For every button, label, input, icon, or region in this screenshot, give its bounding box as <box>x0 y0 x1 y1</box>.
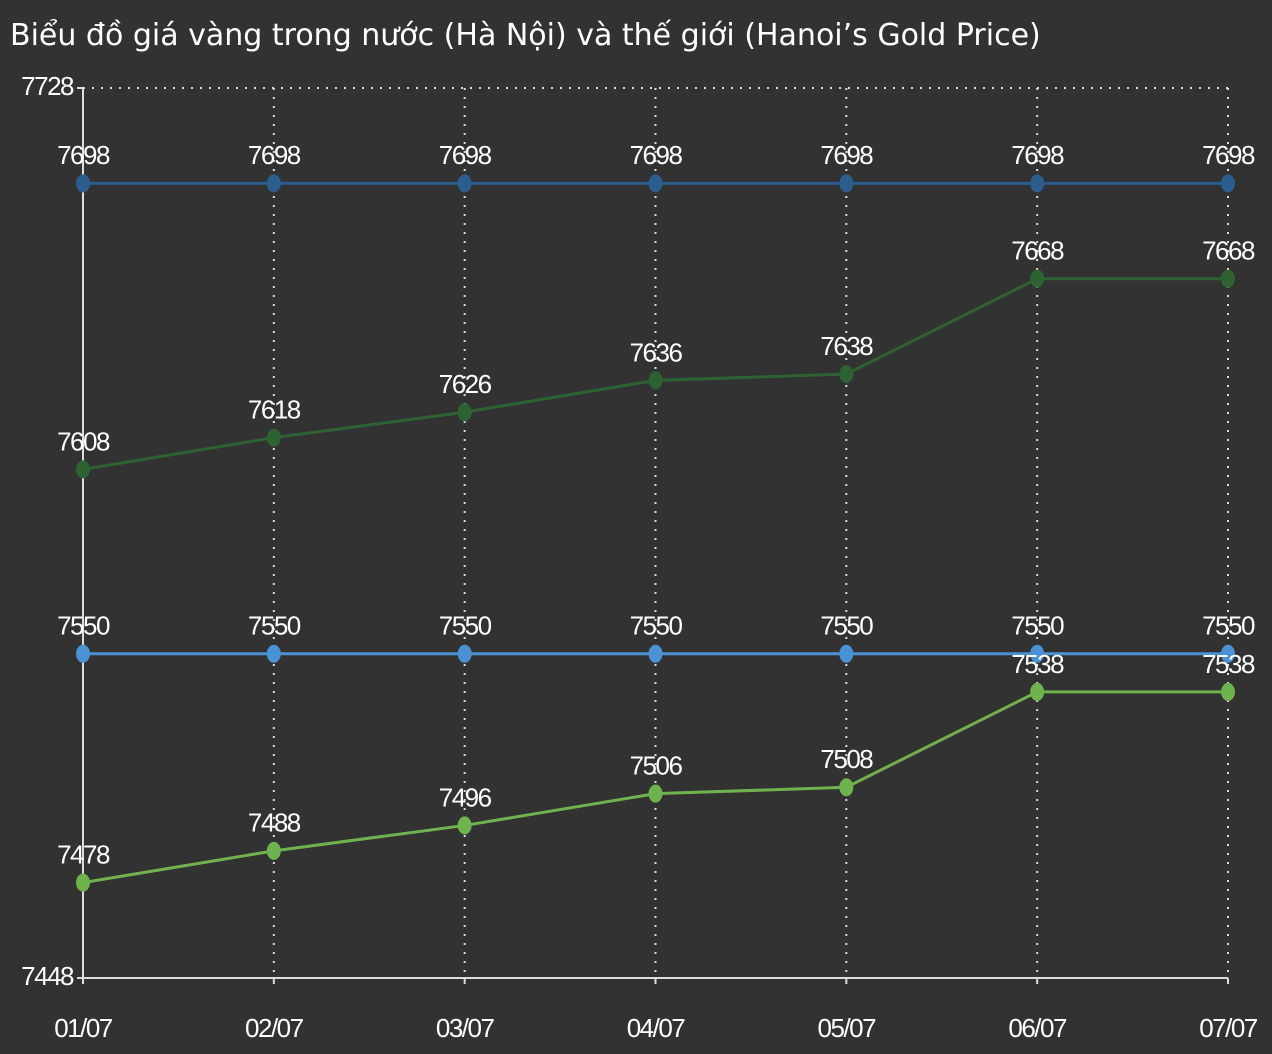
data-point <box>266 174 281 193</box>
data-point <box>457 644 472 663</box>
data-label: 7550 <box>248 611 301 641</box>
data-label: 7698 <box>1202 140 1255 170</box>
data-point <box>1030 644 1045 663</box>
data-point <box>1221 269 1235 288</box>
data-label: 7618 <box>248 395 301 425</box>
data-point <box>266 428 281 447</box>
data-label: 7550 <box>1202 611 1255 641</box>
data-label: 7506 <box>630 751 683 781</box>
data-point <box>76 460 90 479</box>
data-label: 7550 <box>1011 611 1064 641</box>
data-point <box>648 371 663 390</box>
y-tick-label: 7448 <box>21 961 74 991</box>
data-label: 7698 <box>248 140 301 170</box>
data-label: 7550 <box>439 611 492 641</box>
data-label: 7550 <box>820 611 873 641</box>
data-point <box>648 174 663 193</box>
data-label: 7538 <box>1202 649 1255 679</box>
data-label: 7550 <box>57 611 110 641</box>
x-tick-label: 05/07 <box>818 1013 877 1043</box>
data-point <box>839 174 854 193</box>
data-label: 7668 <box>1011 236 1064 266</box>
data-point <box>839 365 854 384</box>
data-label: 7638 <box>820 331 873 361</box>
x-tick-label: 03/07 <box>436 1013 495 1043</box>
data-point <box>1030 682 1045 701</box>
x-tick-label: 06/07 <box>1008 1013 1067 1043</box>
data-point <box>266 644 281 663</box>
data-label: 7636 <box>630 337 683 367</box>
y-tick-label: 7728 <box>21 71 74 101</box>
data-point <box>1221 174 1235 193</box>
data-point <box>839 778 854 797</box>
data-point <box>457 403 472 422</box>
data-label: 7538 <box>1011 649 1064 679</box>
data-point <box>76 174 90 193</box>
data-point <box>648 784 663 803</box>
data-point <box>1030 174 1045 193</box>
data-label: 7608 <box>57 426 110 456</box>
x-tick-label: 07/07 <box>1199 1013 1258 1043</box>
data-point <box>266 841 281 860</box>
data-point <box>457 174 472 193</box>
data-point <box>1030 269 1045 288</box>
data-label: 7626 <box>439 369 492 399</box>
data-label: 7698 <box>630 140 683 170</box>
chart-title: Biểu đồ giá vàng trong nước (Hà Nội) và … <box>10 17 1041 53</box>
data-label: 7508 <box>820 744 873 774</box>
data-point <box>1221 644 1235 663</box>
data-label: 7698 <box>820 140 873 170</box>
data-point <box>1221 682 1235 701</box>
data-point <box>648 644 663 663</box>
x-tick-label: 02/07 <box>245 1013 304 1043</box>
data-label: 7478 <box>57 840 110 870</box>
x-tick-label: 01/07 <box>54 1013 113 1043</box>
data-label: 7668 <box>1202 236 1255 266</box>
data-label: 7488 <box>248 808 301 838</box>
data-point <box>457 816 472 835</box>
data-point <box>76 644 90 663</box>
data-label: 7550 <box>630 611 683 641</box>
data-point <box>76 873 90 892</box>
x-tick-label: 04/07 <box>627 1013 686 1043</box>
data-label: 7698 <box>1011 140 1064 170</box>
data-label: 7698 <box>57 140 110 170</box>
data-label: 7698 <box>439 140 492 170</box>
data-label: 7496 <box>439 782 492 812</box>
data-point <box>839 644 854 663</box>
